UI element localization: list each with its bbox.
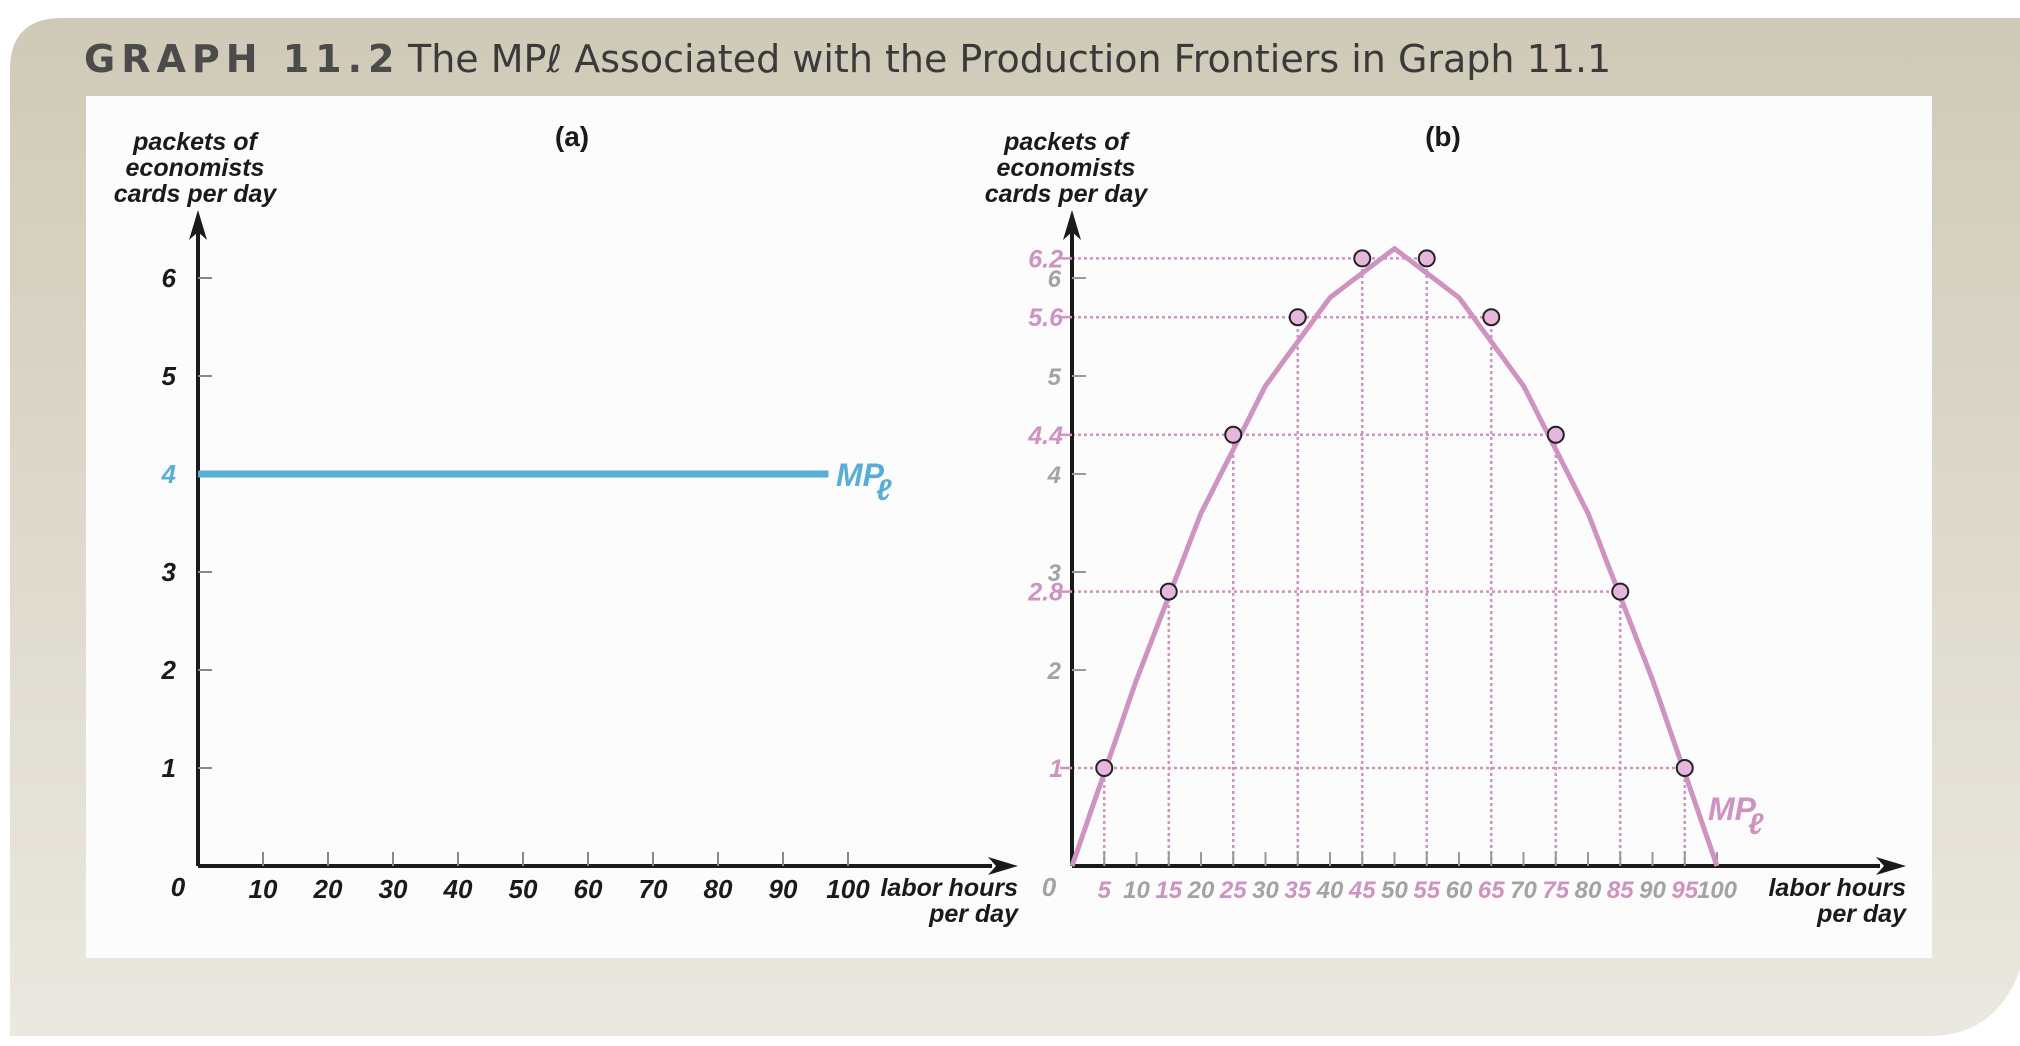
- panel-b-y-tick-label-highlight-6.2: 6.2: [1028, 245, 1063, 273]
- panel-b-y-tick-label-6: 6: [1048, 266, 1062, 293]
- panel-b-point-45: [1353, 249, 1372, 268]
- panel-a-x-axis-title-line-1: labor hours: [880, 874, 1018, 902]
- panel-a-y-tick-label-6: 6: [162, 263, 177, 293]
- panel-b-x-axis-arrow: [1876, 857, 1906, 875]
- panel-b-origin-label: 0: [1042, 872, 1057, 902]
- panel-b-x-tick-label-55: 55: [1413, 877, 1440, 904]
- panel-b-label: (b): [1425, 121, 1461, 152]
- panel-b-x-tick-label-70: 70: [1510, 877, 1537, 904]
- panel-b-y-tick-label-highlight-1: 1: [1049, 755, 1063, 783]
- graph-number-label: GRAPH 11.2: [84, 37, 401, 81]
- panel-a-y-tick-label-2: 2: [161, 655, 177, 685]
- panel-b-point-15: [1159, 582, 1178, 601]
- panel-b-y-tick-label-highlight-2.8: 2.8: [1027, 579, 1063, 607]
- panel-b-y-axis-title-line-3: cards per day: [985, 180, 1149, 208]
- panel-b-point-65: [1482, 308, 1501, 327]
- panel-a-x-tick-label-30: 30: [379, 874, 408, 904]
- panel-b-x-tick-label-35: 35: [1284, 877, 1311, 904]
- panel-b-x-tick-label-25: 25: [1219, 877, 1247, 904]
- panel-b-x-tick-label-45: 45: [1348, 877, 1376, 904]
- panel-a-x-tick-label-20: 20: [313, 874, 343, 904]
- panel-b-y-tick-label-2: 2: [1047, 658, 1062, 685]
- panel-a-y-axis-title-line-3: cards per day: [114, 180, 278, 208]
- panel-b-x-tick-label-40: 40: [1316, 877, 1344, 904]
- panel-a-x-tick-label-10: 10: [249, 874, 278, 904]
- panel-a-y-axis-title-line-2: economists: [126, 154, 265, 182]
- panel-b-x-tick-label-5: 5: [1098, 877, 1112, 904]
- panel-b-x-tick-label-90: 90: [1639, 877, 1666, 904]
- panel-b-point-75: [1546, 425, 1565, 444]
- panel-b-y-tick-label-highlight-4.4: 4.4: [1027, 422, 1063, 450]
- panel-a-x-tick-label-80: 80: [704, 874, 733, 904]
- panel-b-y-tick-label-3: 3: [1048, 560, 1062, 587]
- panel-b-x-tick-label-75: 75: [1542, 877, 1569, 904]
- panel-b-y-axis-title-line-2: economists: [997, 154, 1136, 182]
- panel-a-x-tick-label-90: 90: [769, 874, 798, 904]
- panel-b-x-tick-label-95: 95: [1671, 877, 1698, 904]
- panel-b-point-85: [1611, 582, 1630, 601]
- panel-a-x-axis-title-line-2: per day: [928, 900, 1019, 928]
- panel-a-x-tick-label-100: 100: [826, 874, 870, 904]
- panel-b-point-35: [1288, 308, 1307, 327]
- panel-a-x-axis-arrow: [988, 857, 1018, 875]
- panel-b-x-tick-label-50: 50: [1381, 877, 1408, 904]
- panel-a-x-tick-label-40: 40: [443, 874, 473, 904]
- panel-a-x-tick-label-70: 70: [639, 874, 668, 904]
- panel-b-y-tick-label-5: 5: [1048, 364, 1062, 391]
- panel-b-point-55: [1417, 249, 1436, 268]
- panel-b-point-25: [1224, 425, 1243, 444]
- panel-b-x-tick-label-15: 15: [1155, 877, 1182, 904]
- panel-b-x-tick-label-85: 85: [1607, 877, 1634, 904]
- panel-b-series-label: MP: [1708, 791, 1757, 827]
- panel-a-x-tick-label-60: 60: [574, 874, 603, 904]
- panel-b-x-tick-label-60: 60: [1446, 877, 1473, 904]
- panel-a-origin-label: 0: [171, 872, 186, 902]
- panel-a-series-label-subscript: ℓ: [876, 474, 892, 507]
- plot-panel: [86, 96, 1932, 958]
- panel-a-y-axis-arrow: [189, 210, 207, 240]
- panel-b-x-tick-label-20: 20: [1187, 877, 1215, 904]
- panel-a-y-tick-label-3: 3: [162, 557, 177, 587]
- panel-b-y-axis-title-line-1: packets of: [1003, 128, 1130, 156]
- panel-b-x-tick-label-30: 30: [1252, 877, 1279, 904]
- panel-b-x-tick-label-65: 65: [1478, 877, 1505, 904]
- panel-b-series-label-subscript: ℓ: [1748, 808, 1764, 841]
- panel-a-y-tick-label-5: 5: [162, 361, 177, 391]
- panel-a-y-axis-title-line-1: packets of: [132, 128, 259, 156]
- panel-a-x-tick-label-50: 50: [509, 874, 538, 904]
- panel-a-y-tick-label-1: 1: [162, 753, 176, 783]
- graph-title: The MPℓ Associated with the Production F…: [407, 37, 1611, 81]
- panel-b-x-tick-label-10: 10: [1123, 877, 1150, 904]
- panel-a-label: (a): [555, 121, 589, 152]
- panel-b-y-tick-label-4: 4: [1047, 462, 1061, 489]
- panel-b-x-axis-title-line-2: per day: [1816, 900, 1907, 928]
- panel-b-x-tick-label-80: 80: [1575, 877, 1602, 904]
- panel-b-x-tick-label-100: 100: [1697, 877, 1738, 904]
- panel-a-series-label: MP: [836, 457, 885, 493]
- panel-b-point-5: [1095, 759, 1114, 777]
- panel-b-x-axis-title-line-1: labor hours: [1768, 874, 1906, 902]
- panel-b-mpl-curve: [1069, 246, 1720, 867]
- panel-a-y-tick-label-4: 4: [161, 459, 177, 489]
- panel-b-y-tick-label-highlight-5.6: 5.6: [1028, 304, 1064, 332]
- panel-b-point-95: [1675, 759, 1694, 777]
- panel-b-y-axis-arrow: [1063, 210, 1081, 240]
